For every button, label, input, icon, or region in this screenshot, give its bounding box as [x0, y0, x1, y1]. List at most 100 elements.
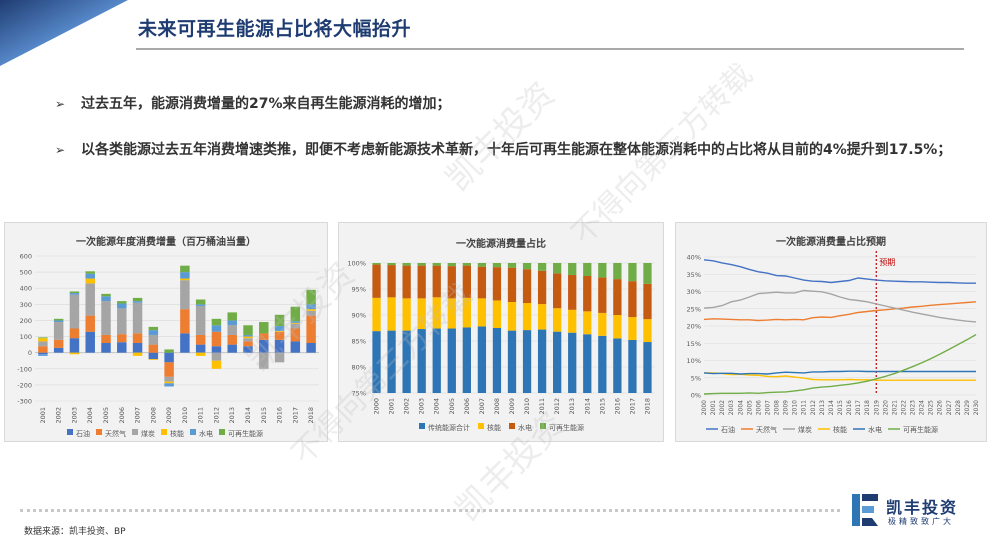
bar-segment [290, 328, 301, 342]
bar-segment [274, 331, 285, 340]
bar-segment [53, 320, 64, 323]
x-tick-label: 2009 [783, 400, 790, 415]
bar-segment [598, 335, 607, 393]
bar-segment [417, 298, 426, 330]
bar-segment [227, 325, 237, 335]
bar-segment [507, 263, 517, 268]
bar-segment [274, 314, 285, 327]
x-tick-label: 2025 [928, 400, 935, 415]
x-tick-label: 2002 [403, 398, 411, 415]
chart-panel-consumption-share: 一次能源消费量占比 75% 80% 85% 90% 95% 100% 2000 2001 2002… [338, 222, 664, 442]
x-tick-label: 2017 [291, 407, 299, 424]
bar-segment [211, 318, 222, 326]
bar-segment [180, 333, 190, 353]
y-tick-label: 0% [691, 392, 701, 400]
bar-segment [537, 329, 547, 393]
bar-segment [372, 297, 381, 332]
bar-segment [195, 305, 206, 335]
chart-title: 一次能源消费量占比 [456, 237, 546, 250]
bar-segment [477, 298, 487, 327]
x-tick-label: 2014 [828, 400, 835, 415]
bar-segment [387, 265, 396, 298]
bar-segment [101, 293, 111, 297]
bullet-2-text: 以各类能源过去五年消费增速类推，即便不考虑新能源技术革新，十年后可再生能源在整体… [81, 142, 952, 158]
bar-segment [643, 263, 652, 284]
bar-segment [132, 333, 143, 343]
legend-label: 核能 [487, 423, 501, 432]
bar-segment [243, 334, 253, 337]
y-tick-label: 80% [352, 364, 366, 372]
x-tick-label: 2004 [86, 407, 94, 424]
bar-segment [432, 265, 441, 298]
x-tick-label: 2004 [737, 400, 744, 415]
legend-label: 可再生能源 [903, 425, 938, 434]
chart-consumption-share: 一次能源消费量占比 75% 80% 85% 90% 95% 100% 2000 2001 2002… [347, 237, 655, 432]
bar-segment [164, 362, 174, 377]
x-tick-label: 2006 [755, 400, 762, 415]
bar-segment [387, 297, 396, 331]
bar-segment [643, 319, 652, 343]
bar-segment [537, 270, 547, 305]
legend-swatch [67, 429, 73, 435]
bar-segment [417, 265, 426, 299]
x-tick-label: 2010 [792, 400, 799, 415]
bar-segment [69, 294, 80, 329]
legend-label: 可再生能源 [549, 423, 584, 432]
bar-segment [462, 297, 471, 328]
bar-segment [432, 297, 441, 329]
bar-segment [290, 321, 301, 323]
bullet-arrow-icon: ➢ [55, 143, 66, 157]
bar-segment [53, 322, 64, 340]
x-tick-label: 2026 [937, 400, 944, 415]
bar-segment [164, 349, 174, 353]
bar-segment [628, 317, 637, 340]
bar-segment [53, 318, 64, 321]
bar-segment [274, 339, 285, 353]
x-tick-label: 2014 [244, 407, 252, 424]
x-tick-label: 2015 [260, 407, 268, 424]
bar-segment [38, 352, 48, 355]
data-source: 数据来源：凯丰投资、BP [24, 527, 126, 537]
bar-segment [69, 291, 80, 294]
legend-label: 水电 [518, 423, 532, 432]
y-tick-label: 35% [687, 271, 701, 279]
x-tick-label: 2018 [864, 400, 871, 415]
bar-segment [568, 263, 577, 275]
footer-divider [20, 509, 840, 512]
x-tick-label: 2001 [710, 400, 717, 415]
bar-segment [522, 269, 532, 304]
bar-segment [274, 326, 285, 331]
bar-segment [117, 334, 127, 343]
bar-segment [462, 263, 471, 266]
bar-segment [447, 266, 456, 299]
bar-segment [211, 325, 222, 332]
legend-swatch [190, 429, 196, 435]
legend-label: 天然气 [756, 425, 777, 434]
x-tick-label: 2004 [433, 398, 441, 415]
bar-segment [211, 360, 222, 369]
x-tick-label: 2012 [212, 407, 220, 424]
legend-swatch [509, 423, 515, 429]
bar-segment [259, 352, 269, 369]
bar-segment [492, 267, 502, 301]
y-tick-label: 75% [352, 390, 366, 398]
bullet-2: ➢ 以各类能源过去五年消费增速类推，即便不考虑新能源技术革新，十年后可再生能源在… [55, 138, 955, 163]
x-tick-label: 2007 [478, 398, 486, 415]
y-tick-label: 600 [20, 253, 32, 261]
bar-segment [447, 263, 456, 267]
bar-segment [643, 342, 652, 393]
bar-segment [402, 298, 411, 331]
kaifeng-logo-icon [852, 494, 878, 526]
bar-segment [117, 301, 127, 304]
x-tick-label: 2009 [165, 407, 173, 424]
bar-segment [69, 352, 80, 355]
bar-segment [101, 301, 111, 335]
bar-segment [195, 344, 206, 353]
bar-segment [306, 309, 316, 311]
bar-segment [38, 341, 48, 347]
bar-segment [447, 328, 456, 393]
y-tick-label: -100 [17, 365, 32, 373]
bar-segment [274, 352, 285, 363]
series-line [703, 370, 976, 375]
bar-segment [117, 303, 127, 309]
